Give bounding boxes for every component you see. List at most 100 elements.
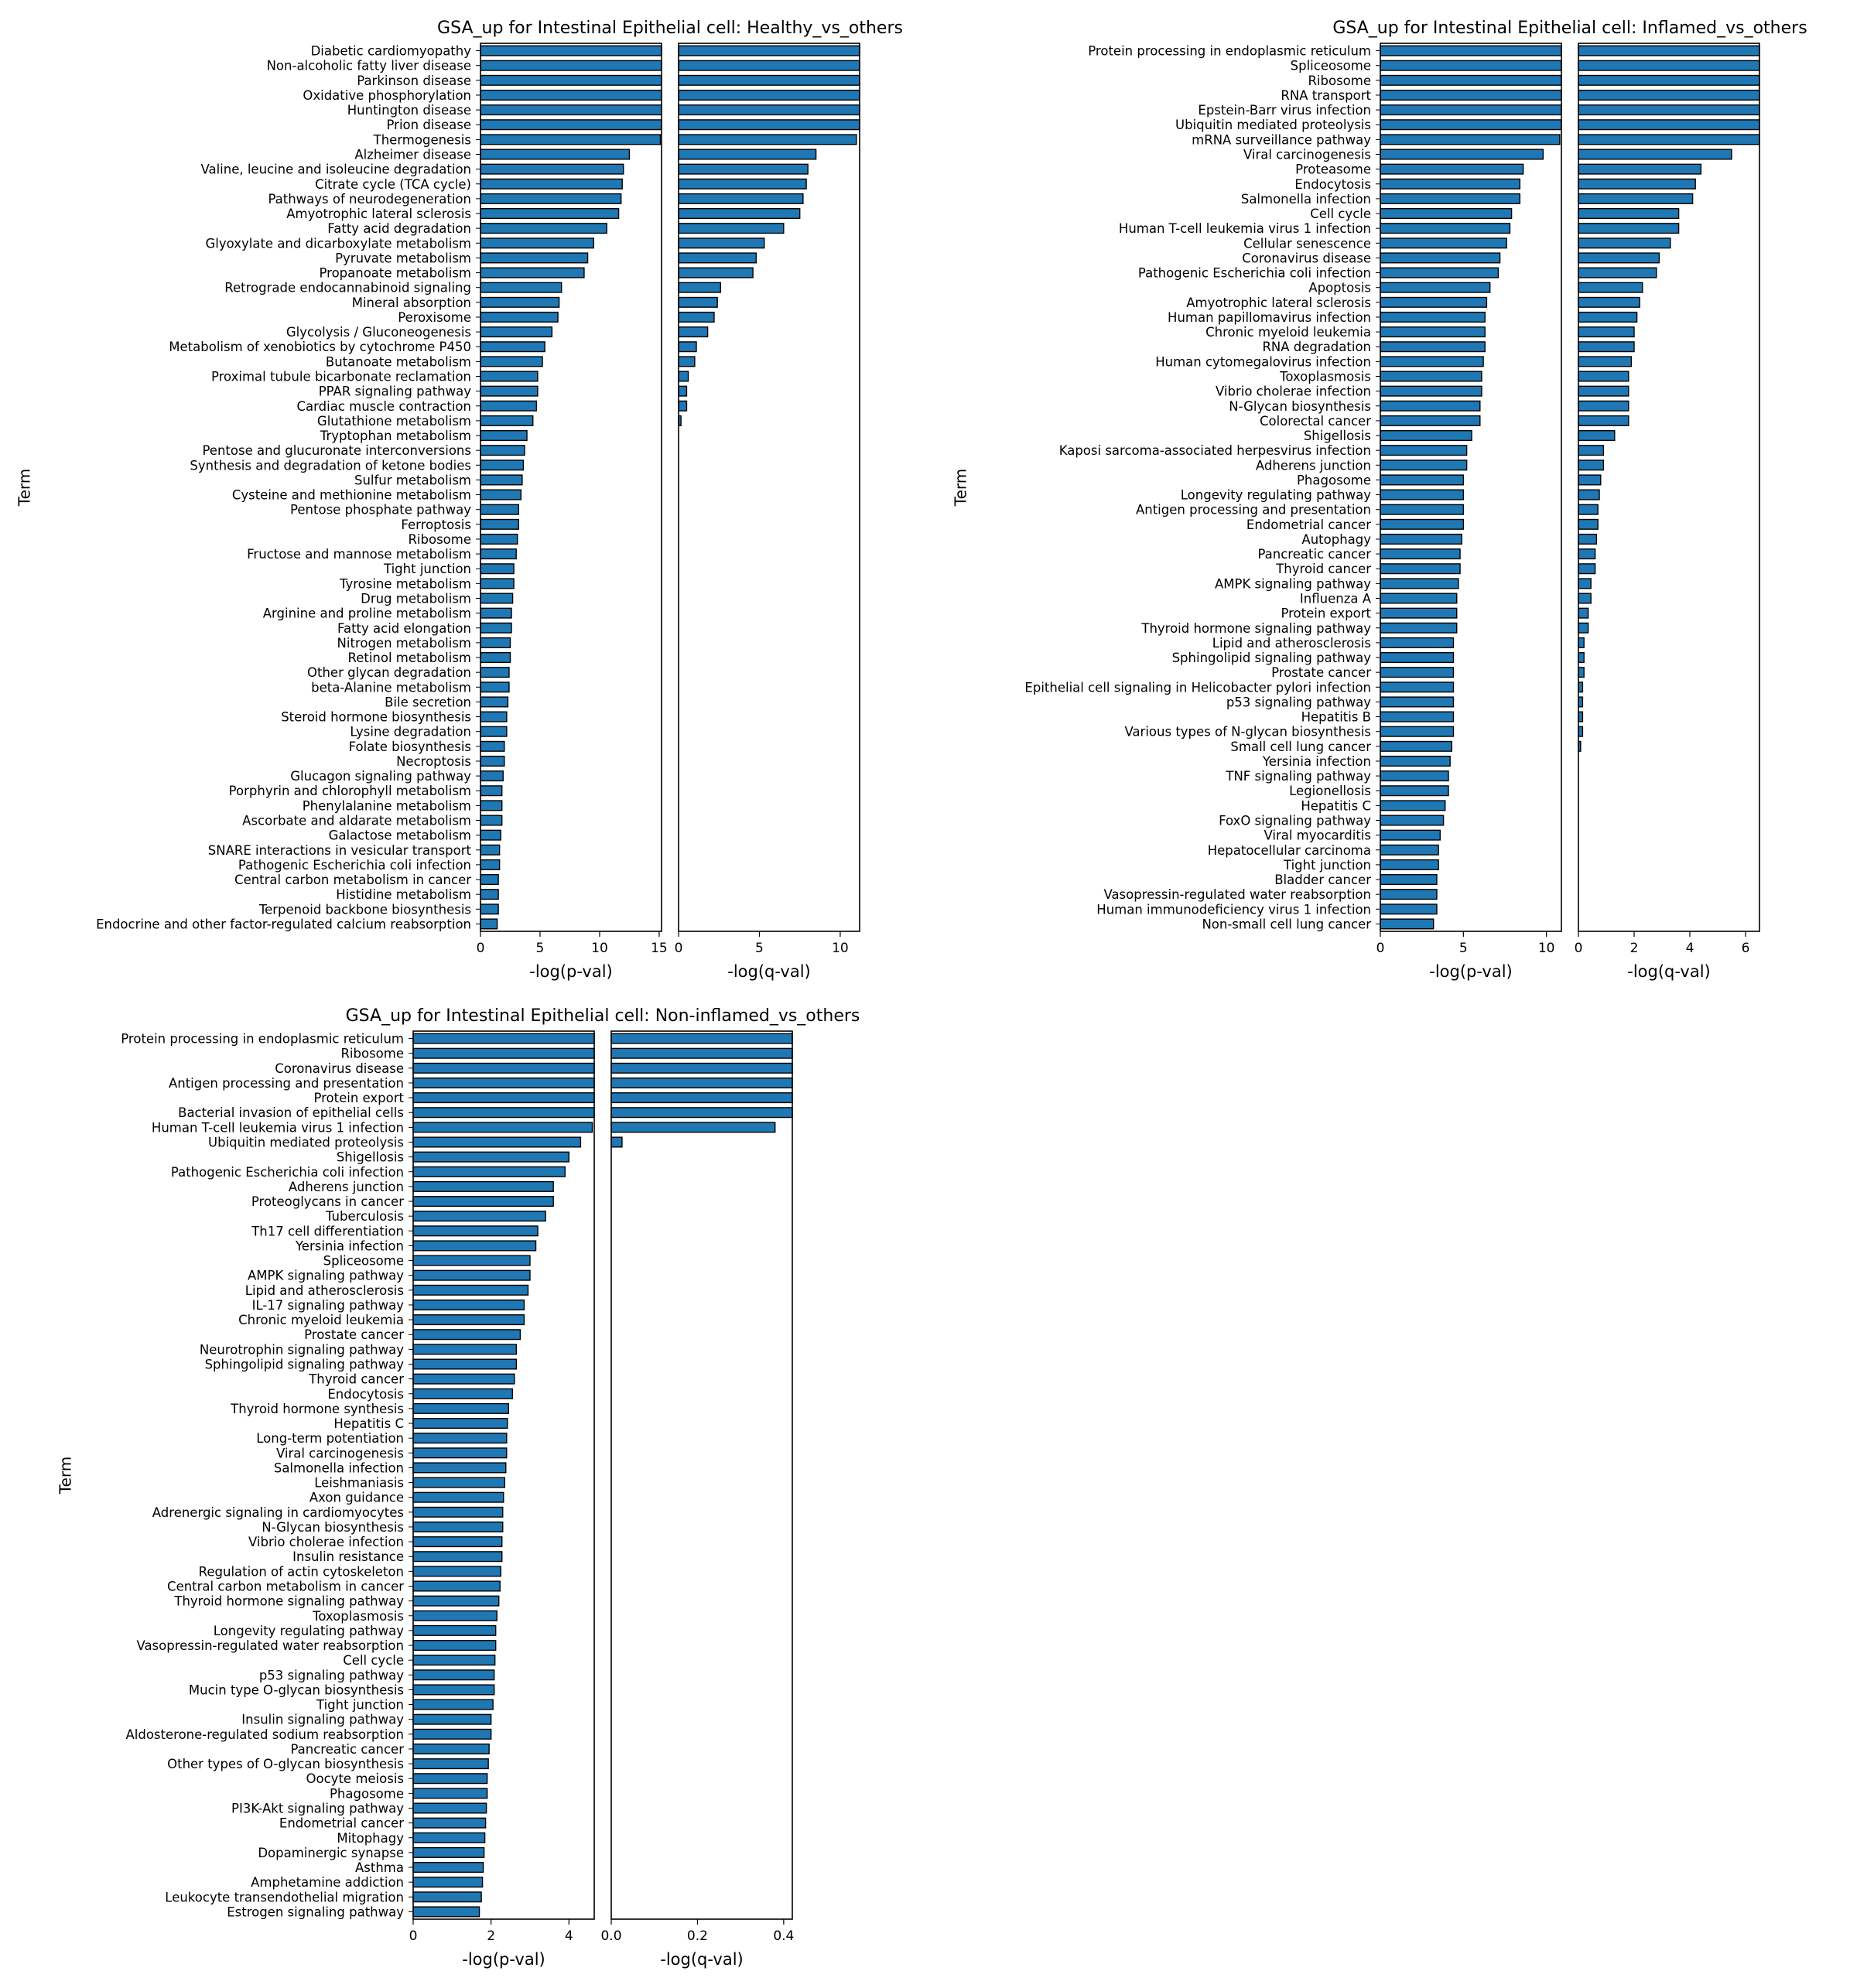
category-label: Protein processing in endoplasmic reticu… <box>1088 44 1371 59</box>
bar <box>480 667 510 678</box>
x-tick-label: 0 <box>675 941 683 956</box>
bar <box>1578 267 1657 278</box>
bar <box>412 1669 495 1681</box>
category-label: Central carbon metabolism in cancer <box>167 1580 404 1594</box>
category-label: Toxoplasmosis <box>1279 370 1371 384</box>
bar <box>1380 223 1511 234</box>
category-label: Glucagon signaling pathway <box>290 769 471 784</box>
category-label: Alzheimer disease <box>354 148 471 162</box>
category-label: Citrate cycle (TCA cycle) <box>315 177 471 192</box>
bar <box>1578 533 1598 545</box>
bar <box>1578 341 1635 353</box>
bar <box>412 1817 487 1829</box>
bar <box>1578 445 1605 456</box>
category-label: Adrenergic signaling in cardiomyocytes <box>152 1505 404 1520</box>
category-label: Hepatitis B <box>1301 710 1371 725</box>
bar <box>480 296 560 308</box>
category-label: Autophagy <box>1301 532 1371 547</box>
bar <box>678 371 689 382</box>
category-label: Prostate cancer <box>304 1327 404 1342</box>
axes-frame <box>1578 43 1760 932</box>
bar <box>1380 889 1438 900</box>
category-label: Leishmaniasis <box>314 1476 404 1491</box>
category-label: Metabolism of xenobiotics by cytochrome … <box>169 340 471 354</box>
category-label: Asthma <box>355 1860 404 1875</box>
category-label: Aldosterone-regulated sodium reabsorptio… <box>125 1727 404 1742</box>
category-label: Amyotrophic lateral sclerosis <box>286 207 471 221</box>
category-label: Thyroid cancer <box>308 1372 404 1387</box>
category-label: Vasopressin-regulated water reabsorption <box>136 1638 404 1653</box>
category-label: Hepatocellular carcinoma <box>1208 843 1371 858</box>
category-label: Huntington disease <box>347 103 471 118</box>
category-label: Ribosome <box>340 1047 404 1061</box>
category-label: Non-alcoholic fatty liver disease <box>267 59 471 73</box>
x-axis-label: -log(q-val) <box>660 1950 743 1969</box>
bar <box>610 1062 793 1074</box>
category-label: Oxidative phosphorylation <box>303 88 471 103</box>
bar <box>1578 45 1760 56</box>
x-tick-label: 4 <box>1686 941 1694 956</box>
bar <box>480 548 517 560</box>
category-label: Various types of N-glycan biosynthesis <box>1124 725 1371 740</box>
bar <box>1380 681 1455 693</box>
category-label: Other types of O-glycan biosynthesis <box>167 1757 404 1771</box>
category-label: Cysteine and methionine metabolism <box>232 488 471 503</box>
x-tick-label: 0 <box>1376 941 1385 956</box>
bar <box>412 1699 494 1710</box>
bar <box>480 371 539 382</box>
x-tick-label: 10 <box>1538 941 1555 956</box>
category-label: Regulation of actin cytoskeleton <box>199 1564 404 1579</box>
category-label: AMPK signaling pathway <box>248 1269 404 1283</box>
bar <box>678 237 765 249</box>
category-label: Glycolysis / Gluconeogenesis <box>286 325 471 340</box>
bar <box>678 119 860 131</box>
bar <box>412 1433 508 1444</box>
bar <box>1578 163 1702 175</box>
bar <box>480 903 499 915</box>
bar <box>1380 134 1561 145</box>
bar <box>480 622 512 634</box>
bar <box>480 459 525 471</box>
category-label: Antigen processing and presentation <box>169 1076 404 1091</box>
category-label: Human immunodeficiency virus 1 infection <box>1096 902 1371 917</box>
bar <box>1578 415 1629 426</box>
bar <box>412 1640 497 1652</box>
category-label: Pentose and glucuronate interconversions <box>202 443 471 458</box>
category-label: N-Glycan biosynthesis <box>262 1520 404 1535</box>
bar <box>480 385 539 397</box>
category-label: Thyroid hormone signaling pathway <box>173 1594 404 1609</box>
bar <box>1578 134 1760 145</box>
bar <box>480 607 512 619</box>
category-label: Glyoxylate and dicarboxylate metabolism <box>206 236 472 251</box>
bar <box>1380 45 1562 56</box>
category-label: FoxO signaling pathway <box>1219 814 1371 828</box>
bar <box>412 1418 508 1430</box>
y-axis-label: Term <box>56 1457 75 1494</box>
bar <box>480 45 662 56</box>
bar <box>1578 119 1760 131</box>
bar <box>1578 459 1605 471</box>
bar <box>412 1521 504 1532</box>
bar <box>1578 252 1660 264</box>
bar <box>678 356 696 367</box>
category-label: p53 signaling pathway <box>259 1668 404 1682</box>
bar <box>480 533 518 545</box>
bar <box>678 208 801 220</box>
bar <box>1578 563 1596 575</box>
bar <box>412 1314 525 1326</box>
category-label: Amphetamine addiction <box>251 1875 404 1890</box>
bar <box>480 74 662 86</box>
bar <box>412 1491 504 1503</box>
bar <box>1380 193 1521 204</box>
category-label: Valine, leucine and isoleucine degradati… <box>200 162 471 177</box>
category-label: Vibrio cholerae infection <box>248 1535 404 1549</box>
bar <box>412 1566 501 1577</box>
x-tick-label: 2 <box>487 1928 495 1944</box>
category-label: AMPK signaling pathway <box>1215 576 1371 591</box>
category-label: Small cell lung cancer <box>1230 740 1371 754</box>
category-label: Protein export <box>1281 606 1371 621</box>
bar <box>480 859 501 870</box>
bar <box>412 1684 495 1696</box>
category-label: Adherens junction <box>1256 458 1371 473</box>
bar <box>1578 74 1760 86</box>
